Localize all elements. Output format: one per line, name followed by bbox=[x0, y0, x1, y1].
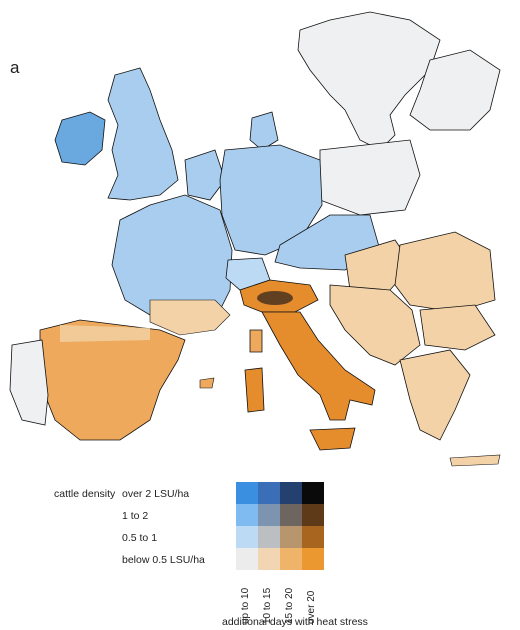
legend-cell-r4-c1 bbox=[236, 548, 258, 570]
legend-color-grid bbox=[236, 482, 324, 570]
region-benelux bbox=[184, 149, 226, 201]
europe-heat-stress-map bbox=[9, 11, 501, 467]
region-sicily bbox=[309, 427, 356, 451]
region-portugal bbox=[9, 339, 49, 426]
region-finland bbox=[409, 49, 501, 131]
legend-cell-r4-c4 bbox=[302, 548, 324, 570]
region-ireland bbox=[54, 111, 106, 166]
region-romania bbox=[394, 231, 496, 313]
legend-row-label-4: below 0.5 LSU/ha bbox=[122, 554, 205, 566]
legend-cell-r2-c1 bbox=[236, 504, 258, 526]
region-bulgaria bbox=[419, 304, 496, 351]
legend-cell-r2-c3 bbox=[280, 504, 302, 526]
region-sardinia bbox=[244, 367, 265, 413]
region-corsica bbox=[249, 329, 263, 353]
region-balkans bbox=[329, 284, 421, 366]
legend-row-title: cattle density bbox=[54, 488, 116, 500]
legend-cell-r1-c2 bbox=[258, 482, 280, 504]
legend-row-label-3: 0.5 to 1 bbox=[122, 532, 158, 544]
legend-cell-r4-c3 bbox=[280, 548, 302, 570]
legend-cell-r2-c4 bbox=[302, 504, 324, 526]
legend-row-label-2: 1 to 2 bbox=[122, 510, 149, 522]
hotspot-dark bbox=[257, 291, 293, 305]
legend-row-label-1: over 2 LSU/ha bbox=[122, 488, 190, 500]
region-crete bbox=[449, 454, 501, 467]
legend-cell-r2-c2 bbox=[258, 504, 280, 526]
legend-cell-r3-c2 bbox=[258, 526, 280, 548]
region-greece bbox=[399, 349, 471, 441]
panel-label: a bbox=[10, 58, 20, 77]
region-italy bbox=[261, 311, 376, 421]
legend-x-title: additional days with heat stress bbox=[222, 616, 368, 628]
region-balearic bbox=[199, 377, 215, 389]
region-spain-north bbox=[60, 325, 150, 342]
legend-cell-r3-c3 bbox=[280, 526, 302, 548]
legend-cell-r3-c4 bbox=[302, 526, 324, 548]
legend-cell-r1-c4 bbox=[302, 482, 324, 504]
region-southern-france bbox=[149, 299, 231, 336]
region-great-britain bbox=[107, 67, 179, 201]
legend-cell-r3-c1 bbox=[236, 526, 258, 548]
legend-cell-r4-c2 bbox=[258, 548, 280, 570]
region-france bbox=[111, 194, 233, 326]
region-denmark bbox=[249, 111, 279, 151]
region-scandinavia bbox=[297, 11, 441, 151]
legend-cell-r1-c3 bbox=[280, 482, 302, 504]
legend-cell-r1-c1 bbox=[236, 482, 258, 504]
region-poland-baltics bbox=[319, 139, 421, 216]
